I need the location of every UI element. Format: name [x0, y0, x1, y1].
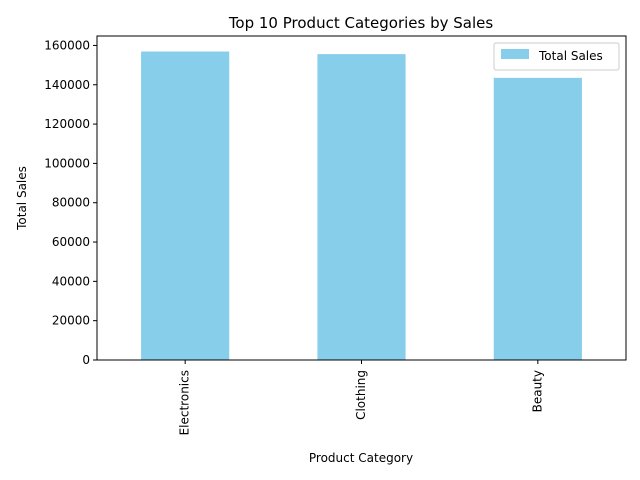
- y-tick-label: 160000: [44, 38, 90, 52]
- bar-beauty: [493, 77, 582, 360]
- x-tick-label: Electronics: [178, 370, 192, 435]
- legend-swatch: [501, 49, 529, 59]
- legend: Total Sales: [493, 42, 620, 71]
- y-axis-label: Total Sales: [15, 166, 29, 231]
- bar-clothing: [317, 54, 406, 360]
- chart-title: Top 10 Product Categories by Sales: [228, 14, 494, 32]
- y-tick-label: 20000: [52, 314, 90, 328]
- y-tick-label: 60000: [52, 235, 90, 249]
- y-tick-label: 140000: [44, 78, 90, 92]
- legend-label: Total Sales: [538, 49, 603, 63]
- y-tick-label: 40000: [52, 274, 90, 288]
- x-axis-label: Product Category: [309, 451, 413, 465]
- y-tick-label: 80000: [52, 196, 90, 210]
- y-tick-label: 0: [82, 353, 90, 367]
- bar-electronics: [141, 51, 230, 360]
- x-tick-label: Beauty: [530, 370, 544, 412]
- y-tick-label: 120000: [44, 117, 90, 131]
- y-tick-label: 100000: [44, 156, 90, 170]
- x-tick-label: Clothing: [354, 370, 368, 420]
